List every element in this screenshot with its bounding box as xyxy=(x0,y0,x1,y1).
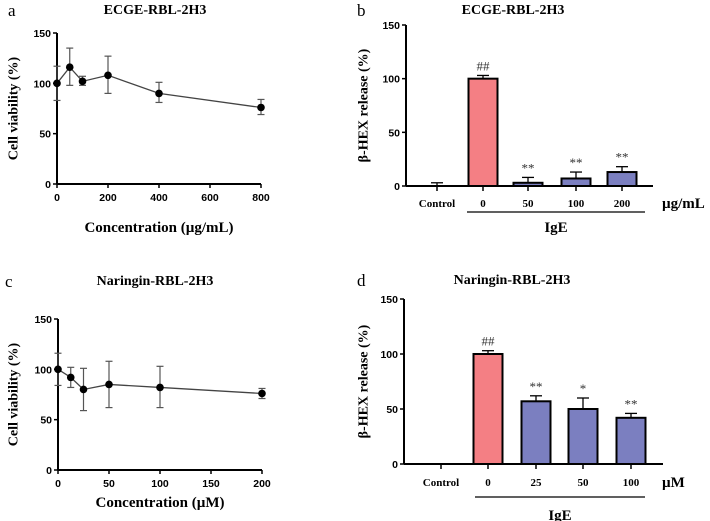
group-label: IgE xyxy=(548,508,571,521)
y-tick-label: 0 xyxy=(392,459,398,471)
bar xyxy=(512,181,544,187)
x-tick-label: 50 xyxy=(523,198,535,210)
y-axis-label: Cell viability (%) xyxy=(7,342,22,446)
chart-title: Naringin-RBL-2H3 xyxy=(454,273,571,288)
significance-label: ** xyxy=(570,155,583,170)
data-point xyxy=(155,89,163,98)
x-tick-label: 100 xyxy=(568,198,585,210)
bar xyxy=(520,400,552,465)
panel-letter: b xyxy=(357,1,366,20)
bar xyxy=(560,177,592,187)
y-tick-label: 50 xyxy=(386,404,398,416)
x-axis-label: Concentration (µg/mL) xyxy=(84,220,233,236)
y-tick-label: 150 xyxy=(33,28,51,40)
x-tick-label: 0 xyxy=(480,198,486,210)
y-tick-label: 50 xyxy=(388,127,400,139)
significance-label: ** xyxy=(616,150,629,165)
chart-panel-d: d Naringin-RBL-2H3 β-HEX release (%) 0 50 100… xyxy=(357,271,685,521)
data-point xyxy=(78,77,87,86)
data-point xyxy=(104,71,112,80)
chart-title: ECGE-RBL-2H3 xyxy=(462,3,565,18)
x-tick-label: 800 xyxy=(252,192,270,204)
x-tick-label: 0 xyxy=(54,192,60,204)
y-tick-label: 0 xyxy=(394,181,400,193)
significance-label: ## xyxy=(477,58,491,73)
bar xyxy=(467,77,499,187)
data-point xyxy=(65,63,74,72)
bar xyxy=(615,416,647,465)
significance-label: ** xyxy=(625,396,638,411)
y-axis-label: β-HEX release (%) xyxy=(357,48,372,162)
data-point xyxy=(54,365,62,374)
data-point xyxy=(258,389,266,398)
y-tick-label: 50 xyxy=(40,415,52,427)
significance-label: ## xyxy=(482,334,496,349)
y-axis-label: β-HEX release (%) xyxy=(357,324,372,438)
x-tick-label: 100 xyxy=(623,477,640,489)
chart-panel-a: a ECGE-RBL-2H3 Cell viability (%) 0 50 100 150… xyxy=(7,1,270,236)
x-tick-label: Control xyxy=(419,198,455,210)
panel-letter: c xyxy=(5,272,13,291)
x-tick-label: 100 xyxy=(151,478,169,490)
y-tick-label: 50 xyxy=(39,129,51,141)
x-tick-label: Control xyxy=(423,477,459,489)
y-tick-label: 150 xyxy=(382,20,400,32)
y-tick-label: 100 xyxy=(34,364,52,376)
data-point xyxy=(257,103,265,112)
x-unit-label: µg/mL xyxy=(662,196,705,212)
chart-panel-c: c Naringin-RBL-2H3 Cell viability (%) 0 50 10… xyxy=(5,272,271,511)
x-tick-label: 50 xyxy=(103,478,115,490)
y-tick-label: 100 xyxy=(382,74,400,86)
x-tick-label: 200 xyxy=(614,198,631,210)
x-axis-label: Concentration (µM) xyxy=(95,495,224,511)
x-tick-label: 400 xyxy=(150,192,168,204)
panel-letter: d xyxy=(357,271,366,290)
y-tick-label: 150 xyxy=(34,314,52,326)
group-label: IgE xyxy=(544,220,567,236)
chart-title: ECGE-RBL-2H3 xyxy=(104,3,207,18)
x-tick-label: 600 xyxy=(201,192,219,204)
data-point xyxy=(79,385,88,394)
chart-title: Naringin-RBL-2H3 xyxy=(97,274,214,289)
data-point xyxy=(66,373,75,382)
y-tick-label: 0 xyxy=(46,465,52,477)
x-tick-label: 0 xyxy=(485,477,491,489)
data-point xyxy=(156,383,164,392)
bar xyxy=(567,408,599,465)
significance-label: * xyxy=(580,381,587,396)
data-point xyxy=(53,79,61,88)
x-tick-label: 150 xyxy=(202,478,220,490)
bar xyxy=(606,171,638,187)
panel-letter: a xyxy=(8,1,16,20)
y-tick-label: 150 xyxy=(380,294,398,306)
data-point xyxy=(105,380,113,389)
x-tick-label: 200 xyxy=(99,192,117,204)
y-axis-label: Cell viability (%) xyxy=(7,56,22,160)
x-tick-label: 0 xyxy=(55,478,61,490)
significance-label: ** xyxy=(530,379,543,394)
bar xyxy=(472,353,504,465)
x-tick-label: 50 xyxy=(578,477,590,489)
chart-panel-b: b ECGE-RBL-2H3 β-HEX release (%) 0 50 100 150 C… xyxy=(357,1,705,236)
y-tick-label: 0 xyxy=(45,179,51,191)
x-tick-label: 200 xyxy=(253,478,271,490)
x-unit-label: µM xyxy=(662,475,685,491)
y-tick-label: 100 xyxy=(33,78,51,90)
significance-label: ** xyxy=(522,160,535,175)
y-tick-label: 100 xyxy=(380,349,398,361)
x-tick-label: 25 xyxy=(531,477,543,489)
